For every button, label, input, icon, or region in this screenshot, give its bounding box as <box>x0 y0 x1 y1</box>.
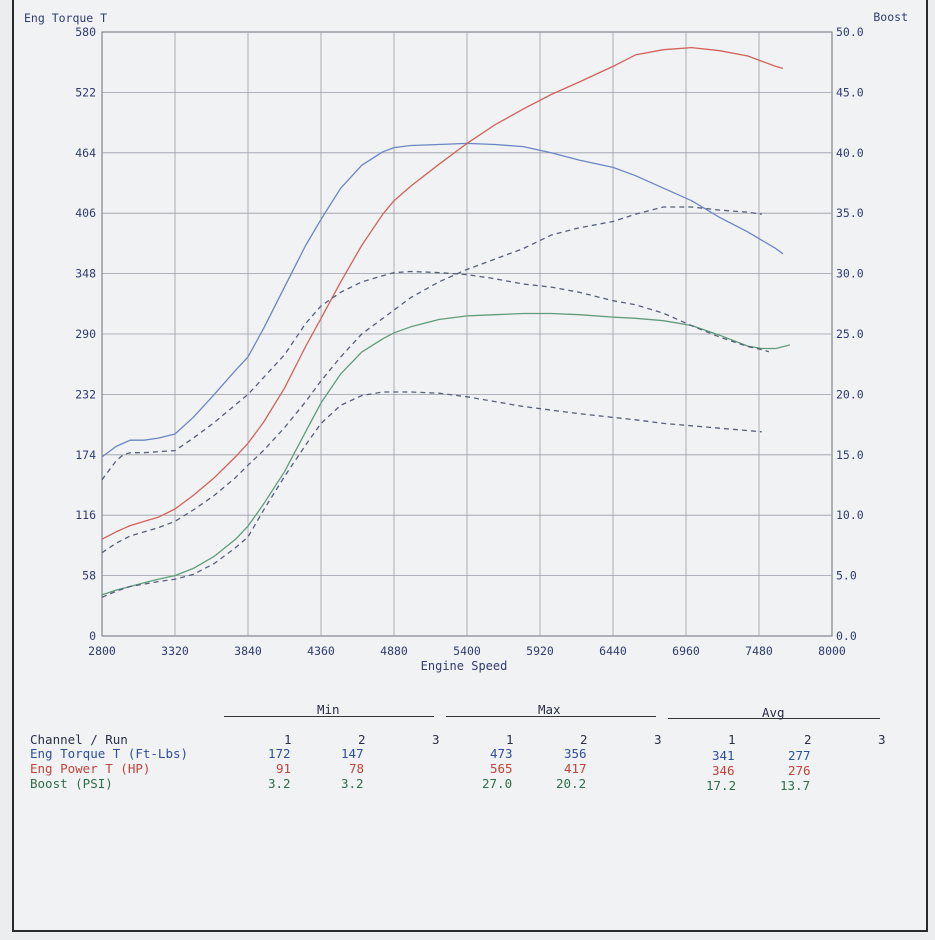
power-max-2: 417 <box>564 761 587 776</box>
series-line-torque1 <box>101 142 784 458</box>
y-tick-label-right: 40.0 <box>836 146 864 160</box>
series-line-power1 <box>101 46 784 540</box>
torque-min-1: 172 <box>268 746 291 761</box>
series-line-torque2 <box>101 270 769 481</box>
avg-run-2: 2 <box>804 732 812 747</box>
row-label-power: Eng Power T (HP) <box>30 761 151 776</box>
power-min-1: 91 <box>276 761 292 776</box>
y-tick-label-left: 580 <box>75 25 96 39</box>
x-axis-label: Engine Speed <box>421 659 508 673</box>
x-tick-label: 6960 <box>672 644 700 658</box>
min-run-2: 2 <box>358 732 366 747</box>
y-tick-label-right: 45.0 <box>836 85 864 99</box>
dyno-chart: 2800 3320 3840 4360 4880 5400 5920 6440 6960 7480… <box>24 10 908 673</box>
x-tick-label: 4880 <box>380 644 408 658</box>
header-avg: Avg <box>762 705 785 720</box>
max-run-2: 2 <box>580 732 588 747</box>
y-tick-label-right: 50.0 <box>836 25 864 39</box>
y-tick-label-right: 25.0 <box>836 327 864 341</box>
max-rule <box>446 716 656 717</box>
chart-grid <box>101 31 833 637</box>
power-max-1: 565 <box>490 761 513 776</box>
avg-run-1: 1 <box>728 732 736 747</box>
y-tick-label-right: 10.0 <box>836 508 864 522</box>
x-tick-label: 5400 <box>453 644 481 658</box>
boost-max-1: 27.0 <box>482 776 513 791</box>
series-line-boost2 <box>101 391 762 598</box>
avg-run-3: 3 <box>878 732 886 747</box>
avg-rule <box>668 718 880 719</box>
torque-max-2: 356 <box>564 746 587 761</box>
y-tick-label-left: 232 <box>75 387 96 401</box>
y-tick-label-left: 406 <box>75 206 96 220</box>
min-rule <box>224 716 434 717</box>
y-tick-label-left: 58 <box>82 569 96 583</box>
x-tick-label: 4360 <box>307 644 335 658</box>
y-tick-label-left: 464 <box>75 146 96 160</box>
header-max: Max <box>538 702 561 717</box>
torque-avg-1: 341 <box>712 748 735 763</box>
x-tick-label: 8000 <box>818 644 846 658</box>
boost-avg-1: 17.2 <box>706 778 737 793</box>
y-tick-label-left: 522 <box>75 85 96 99</box>
y-tick-label-left: 348 <box>75 267 96 281</box>
boost-avg-2: 13.7 <box>780 778 811 793</box>
torque-max-1: 473 <box>490 746 513 761</box>
y-tick-label-right: 20.0 <box>836 387 864 401</box>
chart-ticks: 2800 3320 3840 4360 4880 5400 5920 6440 6960 7480… <box>75 25 864 658</box>
channel-run-header: Channel / Run <box>30 732 128 747</box>
min-run-1: 1 <box>284 732 292 747</box>
x-tick-label: 5920 <box>526 644 554 658</box>
power-avg-2: 276 <box>788 763 811 778</box>
header-min: Min <box>317 702 340 717</box>
y-tick-label-right: 5.0 <box>836 569 857 583</box>
x-tick-label: 3840 <box>234 644 262 658</box>
y-tick-label-right: 15.0 <box>836 448 864 462</box>
x-tick-label: 3320 <box>161 644 189 658</box>
row-label-torque: Eng Torque T (Ft-Lbs) <box>30 746 189 761</box>
boost-min-2: 3.2 <box>341 776 364 791</box>
x-tick-label: 2800 <box>88 644 116 658</box>
y-tick-label-right: 35.0 <box>836 206 864 220</box>
power-min-2: 78 <box>349 761 365 776</box>
x-tick-label: 6440 <box>599 644 627 658</box>
y-tick-label-right: 0.0 <box>836 629 857 643</box>
row-label-boost: Boost (PSI) <box>30 776 113 791</box>
y-tick-label-left: 290 <box>75 327 96 341</box>
x-tick-label: 7480 <box>745 644 773 658</box>
series-line-power2 <box>101 206 762 554</box>
min-run-3: 3 <box>432 732 440 747</box>
y-axis-label-right: Boost <box>873 10 908 24</box>
series-line-boost1 <box>101 312 791 596</box>
power-avg-1: 346 <box>712 763 735 778</box>
max-run-1: 1 <box>506 732 514 747</box>
torque-avg-2: 277 <box>788 748 811 763</box>
y-tick-label-right: 30.0 <box>836 267 864 281</box>
boost-min-1: 3.2 <box>268 776 291 791</box>
max-run-3: 3 <box>654 732 662 747</box>
dyno-sheet: 2800 3320 3840 4360 4880 5400 5920 6440 6960 7480… <box>12 0 928 932</box>
boost-max-2: 20.2 <box>556 776 587 791</box>
y-tick-label-left: 174 <box>75 448 96 462</box>
chart-series <box>101 46 791 598</box>
y-tick-label-left: 116 <box>75 508 96 522</box>
y-axis-label-left: Eng Torque T <box>24 11 107 25</box>
y-tick-label-left: 0 <box>89 629 96 643</box>
torque-min-2: 147 <box>341 746 364 761</box>
